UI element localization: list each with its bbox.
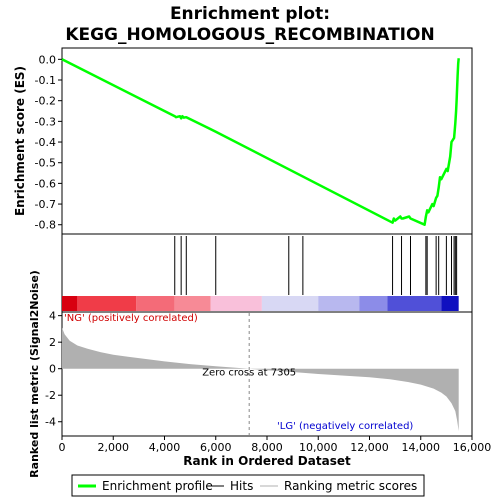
es-y-tick-label: -0.8: [35, 219, 56, 232]
x-tick-label: 4,000: [149, 441, 181, 454]
x-tick-label: 6,000: [200, 441, 232, 454]
color-bar-segment: [387, 296, 442, 311]
positive-correlation-label: 'NG' (positively correlated): [64, 313, 198, 324]
x-tick-label: 10,000: [299, 441, 338, 454]
chart-title-line1: Enrichment plot:: [170, 4, 330, 24]
color-bar-segment: [210, 296, 262, 311]
legend-label: Hits: [230, 479, 253, 493]
metric-y-tick-label: -2: [45, 389, 56, 402]
metric-y-tick-label: 0: [49, 363, 56, 376]
es-y-tick-label: -0.6: [35, 177, 56, 190]
legend: Enrichment profile Hits Ranking metric sco…: [78, 479, 417, 493]
legend-label: Ranking metric scores: [284, 479, 417, 493]
ranking-color-bar: [62, 296, 459, 311]
x-tick-label: 0: [59, 441, 66, 454]
legend-label: Enrichment profile: [102, 479, 213, 493]
x-tick-label: 14,000: [402, 441, 441, 454]
legend-box: [71, 474, 425, 497]
x-axis-ticks: 0 2,000 4,000 6,000 8,000 10,000 12,000 14,000 1…: [59, 436, 492, 454]
es-y-ticks: 0.0 -0.1 -0.2 -0.3 -0.4 -0.5 -0.6 -0.7 -0.8: [35, 53, 62, 232]
x-tick-label: 2,000: [98, 441, 130, 454]
color-bar-segment: [174, 296, 211, 311]
metric-y-tick-label: 4: [49, 310, 56, 323]
color-bar-segment: [441, 296, 459, 311]
chart-title-line2: KEGG_HOMOLOGOUS_RECOMBINATION: [65, 25, 434, 45]
es-y-tick-label: -0.7: [35, 198, 56, 211]
x-tick-label: 12,000: [350, 441, 389, 454]
zero-cross-label: Zero cross at 7305: [202, 368, 296, 379]
es-panel-frame: [61, 47, 473, 235]
x-tick-label: 8,000: [251, 441, 283, 454]
es-y-tick-label: -0.5: [35, 157, 56, 170]
enrichment-profile-series: [61, 58, 460, 226]
es-y-tick-label: -0.2: [35, 95, 56, 108]
hits-lines: [174, 236, 458, 295]
color-bar-segment: [62, 296, 78, 311]
x-axis-label: Rank in Ordered Dataset: [183, 454, 351, 468]
negative-correlation-label: 'LG' (negatively correlated): [277, 421, 413, 432]
x-tick-label: 16,000: [453, 441, 492, 454]
color-bar-segment: [261, 296, 319, 311]
metric-y-axis-label: Ranked list metric (Signal2Noise): [28, 270, 41, 478]
color-bar-segment: [77, 296, 137, 311]
es-y-tick-label: -0.4: [35, 136, 56, 149]
metric-y-tick-label: -4: [45, 416, 56, 429]
es-y-axis-label: Enrichment score (ES): [13, 66, 27, 216]
metric-y-ticks: 4 2 0 -2 -4: [45, 310, 62, 429]
es-y-tick-label: -0.1: [35, 74, 56, 87]
color-bar-segment: [359, 296, 388, 311]
color-bar-segment: [318, 296, 360, 311]
enrichment-profile-line: [61, 58, 460, 226]
es-y-tick-label: -0.3: [35, 115, 56, 128]
metric-y-tick-label: 2: [49, 336, 56, 349]
es-y-tick-label: 0.0: [39, 53, 57, 66]
color-bar-segment: [136, 296, 175, 311]
